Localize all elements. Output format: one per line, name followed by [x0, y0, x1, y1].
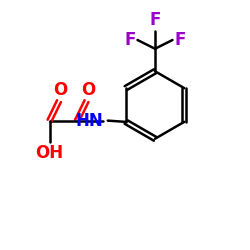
- Text: HN: HN: [76, 112, 103, 130]
- Text: F: F: [124, 31, 136, 49]
- Text: O: O: [81, 80, 95, 98]
- Text: O: O: [53, 80, 68, 98]
- Text: F: F: [149, 11, 161, 29]
- Text: OH: OH: [36, 144, 64, 162]
- Text: F: F: [174, 31, 186, 49]
